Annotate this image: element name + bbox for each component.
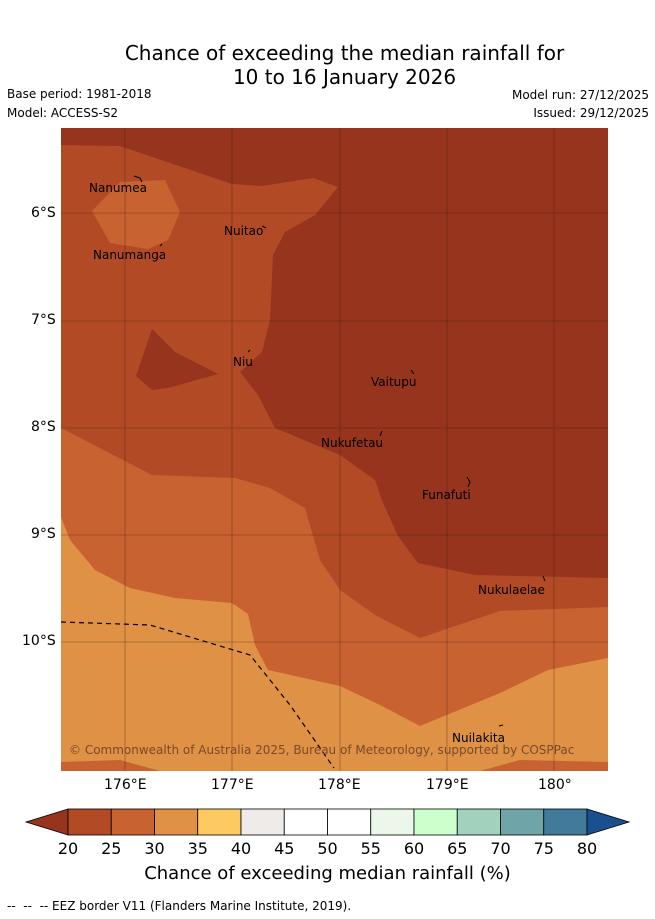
region-20-25-north-inlet	[136, 329, 218, 390]
colorbar-tick-label: 50	[317, 839, 338, 858]
place-label-vaitupu: Vaitupu	[371, 375, 417, 389]
place-label-nuitao: Nuitao	[224, 224, 263, 238]
copyright-notice: © Commonwealth of Australia 2025, Bureau…	[69, 743, 574, 757]
chart-title-line1: Chance of exceeding the median rainfall …	[124, 41, 565, 65]
lon-label-179e: 179°E	[426, 777, 469, 793]
colorbar	[24, 808, 631, 836]
colorbar-tick-label: 65	[447, 839, 468, 858]
region-25-30-south-patch-2	[480, 760, 608, 771]
lon-label-180: 180°	[538, 777, 572, 793]
colorbar-cell	[110, 808, 155, 836]
region-25-30-north-patch	[92, 180, 180, 249]
place-label-niu: Niu	[233, 355, 253, 369]
lon-label-178e: 178°E	[318, 777, 361, 793]
colorbar-cell	[370, 808, 415, 836]
region-30-35	[61, 517, 608, 771]
chart-title-line2: 10 to 16 January 2026	[232, 65, 457, 89]
colorbar-cell	[240, 808, 285, 836]
place-label-nuilakita: Nuilakita	[452, 731, 505, 745]
colorbar-tick-label: 20	[57, 839, 79, 858]
lat-label-8s: 8°S	[31, 419, 56, 435]
lon-label-177e: 177°E	[211, 777, 254, 793]
base-period: Base period: 1981-2018	[7, 87, 152, 101]
eez-footnote: -- -- -- EEZ border V11 (Flanders Marine…	[7, 899, 352, 913]
colorbar-high-arrow	[586, 808, 631, 836]
colorbar-label: Chance of exceeding median rainfall (%)	[144, 863, 511, 884]
lat-label-7s: 7°S	[31, 312, 56, 328]
place-label-nukulaelae: Nukulaelae	[478, 583, 545, 597]
colorbar-tick-label: 75	[533, 839, 554, 858]
colorbar-tick-label: 35	[187, 839, 208, 858]
model-name: Model: ACCESS-S2	[7, 106, 119, 120]
colorbar-tick-label: 60	[403, 839, 425, 858]
colorbar-cell	[283, 808, 328, 836]
place-label-nukufetau: Nukufetau	[321, 436, 383, 450]
lon-label-176e: 176°E	[104, 777, 147, 793]
colorbar-cell	[327, 808, 372, 836]
place-label-nanumea: Nanumea	[89, 181, 147, 195]
colorbar-cell	[67, 808, 112, 836]
colorbar-tick-label: 45	[274, 839, 295, 858]
lat-label-9s: 9°S	[31, 526, 56, 542]
place-label-funafuti: Funafuti	[422, 488, 471, 502]
colorbar-cell	[543, 808, 588, 836]
place-labels: Nanumea Nuitao Nanumanga Niu Vaitupu Nuk…	[89, 181, 545, 745]
colorbar-cell	[413, 808, 458, 836]
lat-label-6s: 6°S	[31, 205, 56, 221]
colorbar-tick-label: 30	[144, 839, 165, 858]
eez-border	[60, 621, 335, 769]
islands	[133, 175, 546, 727]
region-25-30-south-patch	[61, 760, 160, 771]
place-label-nanumanga: Nanumanga	[93, 248, 166, 262]
colorbar-tick-label: 40	[230, 839, 252, 858]
colorbar-cell	[154, 808, 199, 836]
colorbar-tick-label: 55	[360, 839, 381, 858]
model-run: Model run: 27/12/2025	[511, 88, 649, 102]
lat-label-10s: 10°S	[22, 633, 56, 649]
colorbar-low-arrow	[24, 808, 69, 836]
colorbar-tick-label: 80	[576, 839, 598, 858]
colorbar-tick-label: 25	[101, 839, 122, 858]
issued-date: Issued: 29/12/2025	[533, 106, 649, 120]
colorbar-cell	[456, 808, 501, 836]
graticule	[61, 128, 608, 771]
colorbar-cell	[500, 808, 545, 836]
colorbar-cell	[197, 808, 242, 836]
colorbar-tick-label: 70	[490, 839, 511, 858]
